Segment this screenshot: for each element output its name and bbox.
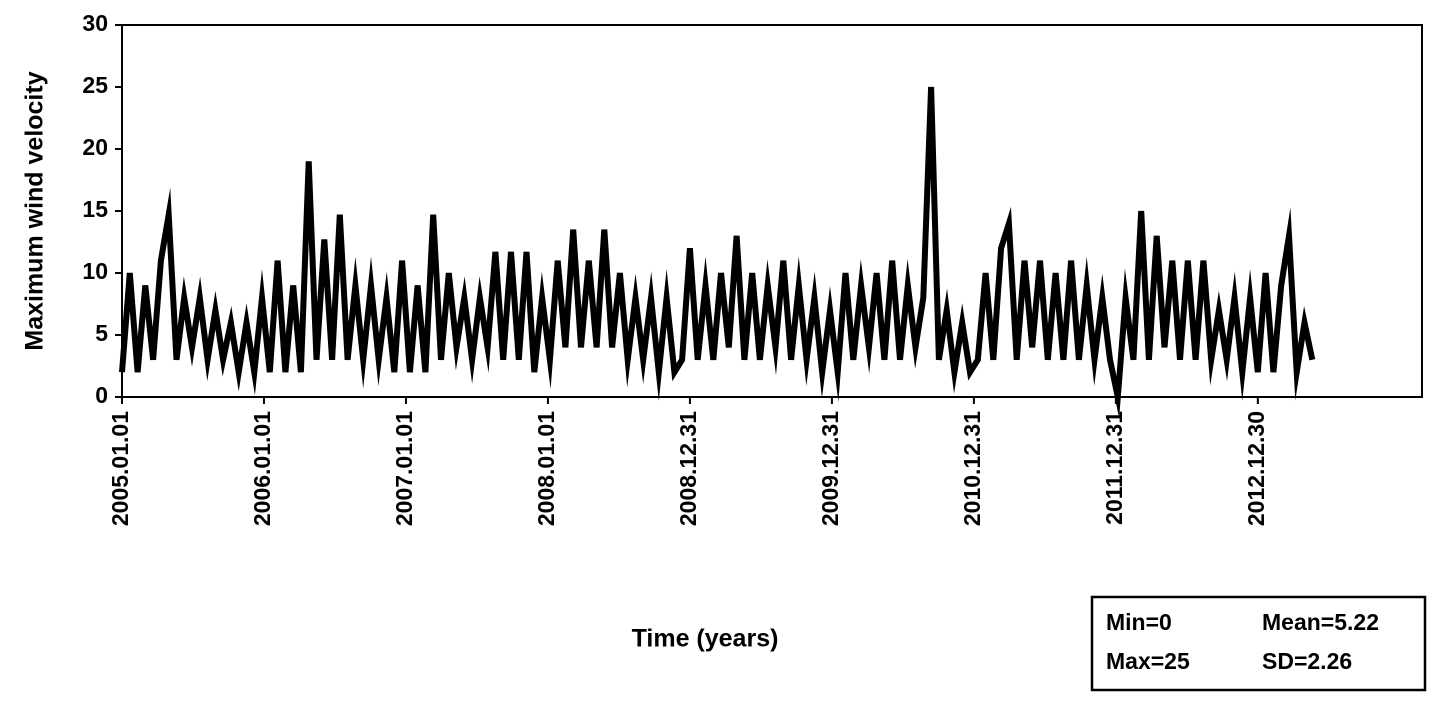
x-tick-label: 2005.01.01 bbox=[107, 411, 133, 526]
y-tick-label: 15 bbox=[82, 196, 108, 222]
x-tick-label: 2011.12.31 bbox=[1101, 411, 1127, 525]
x-axis-title: Time (years) bbox=[632, 625, 779, 653]
y-tick-label: 0 bbox=[95, 382, 108, 408]
x-tick-label: 2007.01.01 bbox=[391, 411, 417, 526]
x-tick-label: 2008.12.31 bbox=[675, 411, 701, 526]
stat-max: Max=25 bbox=[1106, 648, 1190, 674]
x-tick-label: 2012.12.30 bbox=[1243, 411, 1269, 526]
y-tick-label: 30 bbox=[82, 10, 108, 36]
y-tick-label: 5 bbox=[95, 320, 108, 346]
x-tick-label: 2009.12.31 bbox=[817, 411, 843, 526]
stat-mean: Mean=5.22 bbox=[1262, 609, 1379, 635]
y-tick-label: 10 bbox=[82, 258, 108, 284]
stat-sd: SD=2.26 bbox=[1262, 648, 1352, 674]
x-tick-label: 2010.12.31 bbox=[959, 411, 985, 526]
stat-min: Min=0 bbox=[1106, 609, 1172, 635]
y-tick-label: 20 bbox=[82, 134, 108, 160]
data-line bbox=[119, 86, 1316, 419]
y-tick-label: 25 bbox=[82, 72, 108, 98]
x-tick-label: 2006.01.01 bbox=[249, 411, 275, 526]
y-axis-title: Maximum wind velocity bbox=[21, 71, 49, 350]
stats-box bbox=[1090, 595, 1427, 692]
x-tick-label: 2008.01.01 bbox=[533, 411, 559, 526]
